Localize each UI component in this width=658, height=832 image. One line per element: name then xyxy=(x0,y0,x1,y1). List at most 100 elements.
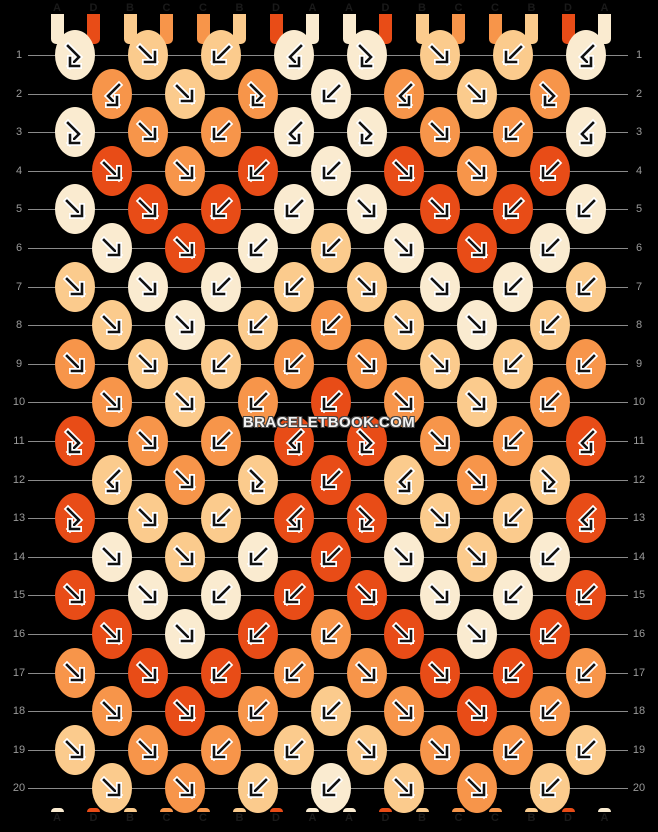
knot[interactable] xyxy=(420,107,461,158)
knot[interactable] xyxy=(237,609,278,659)
knot[interactable] xyxy=(128,30,169,80)
knot[interactable] xyxy=(347,30,388,80)
knot[interactable] xyxy=(383,223,424,273)
knot[interactable] xyxy=(237,300,278,351)
knot[interactable] xyxy=(237,763,278,814)
knot[interactable] xyxy=(274,184,315,235)
knot[interactable] xyxy=(164,377,205,428)
knot[interactable] xyxy=(493,724,534,775)
knot[interactable] xyxy=(237,68,278,119)
knot[interactable] xyxy=(128,724,169,775)
knot[interactable] xyxy=(420,416,461,466)
knot[interactable] xyxy=(566,724,607,775)
knot[interactable] xyxy=(383,300,424,351)
knot[interactable] xyxy=(347,338,388,389)
knot[interactable] xyxy=(347,493,388,544)
knot[interactable] xyxy=(529,609,570,659)
knot[interactable] xyxy=(55,416,96,466)
knot[interactable] xyxy=(55,570,96,621)
knot[interactable] xyxy=(91,686,132,737)
knot[interactable] xyxy=(91,763,132,814)
knot[interactable] xyxy=(310,609,351,659)
knot[interactable] xyxy=(383,145,424,196)
knot[interactable] xyxy=(274,107,315,158)
knot[interactable] xyxy=(55,184,96,235)
knot[interactable] xyxy=(493,416,534,466)
knot[interactable] xyxy=(493,261,534,312)
knot[interactable] xyxy=(55,261,96,312)
knot[interactable] xyxy=(347,261,388,312)
knot[interactable] xyxy=(91,145,132,196)
knot[interactable] xyxy=(347,184,388,235)
knot[interactable] xyxy=(310,686,351,737)
knot[interactable] xyxy=(529,145,570,196)
knot[interactable] xyxy=(164,609,205,659)
knot[interactable] xyxy=(347,570,388,621)
knot[interactable] xyxy=(91,609,132,659)
knot[interactable] xyxy=(201,184,242,235)
knot[interactable] xyxy=(529,377,570,428)
knot[interactable] xyxy=(164,531,205,582)
knot[interactable] xyxy=(420,184,461,235)
knot[interactable] xyxy=(201,416,242,466)
knot[interactable] xyxy=(164,686,205,737)
knot[interactable] xyxy=(566,184,607,235)
knot[interactable] xyxy=(456,609,497,659)
knot[interactable] xyxy=(55,724,96,775)
knot[interactable] xyxy=(420,338,461,389)
knot[interactable] xyxy=(383,377,424,428)
knot[interactable] xyxy=(420,30,461,80)
knot[interactable] xyxy=(347,724,388,775)
knot[interactable] xyxy=(128,261,169,312)
knot[interactable] xyxy=(383,686,424,737)
knot[interactable] xyxy=(456,531,497,582)
knot[interactable] xyxy=(128,493,169,544)
knot[interactable] xyxy=(493,30,534,80)
knot[interactable] xyxy=(201,647,242,698)
knot[interactable] xyxy=(91,68,132,119)
knot[interactable] xyxy=(201,261,242,312)
knot[interactable] xyxy=(566,107,607,158)
knot[interactable] xyxy=(164,454,205,505)
knot[interactable] xyxy=(55,493,96,544)
knot[interactable] xyxy=(274,338,315,389)
knot[interactable] xyxy=(91,454,132,505)
knot[interactable] xyxy=(201,107,242,158)
knot[interactable] xyxy=(164,763,205,814)
knot[interactable] xyxy=(529,686,570,737)
knot[interactable] xyxy=(310,531,351,582)
knot[interactable] xyxy=(456,377,497,428)
knot[interactable] xyxy=(128,570,169,621)
knot[interactable] xyxy=(201,570,242,621)
knot[interactable] xyxy=(164,68,205,119)
knot[interactable] xyxy=(420,647,461,698)
knot[interactable] xyxy=(493,338,534,389)
knot[interactable] xyxy=(128,107,169,158)
knot[interactable] xyxy=(493,107,534,158)
knot[interactable] xyxy=(493,647,534,698)
knot[interactable] xyxy=(566,416,607,466)
knot[interactable] xyxy=(237,145,278,196)
knot[interactable] xyxy=(201,338,242,389)
knot[interactable] xyxy=(91,377,132,428)
knot[interactable] xyxy=(237,223,278,273)
knot[interactable] xyxy=(566,261,607,312)
knot[interactable] xyxy=(55,338,96,389)
knot[interactable] xyxy=(274,647,315,698)
knot[interactable] xyxy=(456,68,497,119)
knot[interactable] xyxy=(347,107,388,158)
knot[interactable] xyxy=(456,686,497,737)
knot[interactable] xyxy=(420,493,461,544)
knot[interactable] xyxy=(456,454,497,505)
knot[interactable] xyxy=(529,300,570,351)
knot[interactable] xyxy=(529,454,570,505)
knot[interactable] xyxy=(201,724,242,775)
knot[interactable] xyxy=(55,107,96,158)
knot[interactable] xyxy=(456,763,497,814)
knot[interactable] xyxy=(164,145,205,196)
knot[interactable] xyxy=(310,300,351,351)
knot[interactable] xyxy=(237,686,278,737)
knot[interactable] xyxy=(529,68,570,119)
knot[interactable] xyxy=(383,68,424,119)
knot[interactable] xyxy=(456,300,497,351)
